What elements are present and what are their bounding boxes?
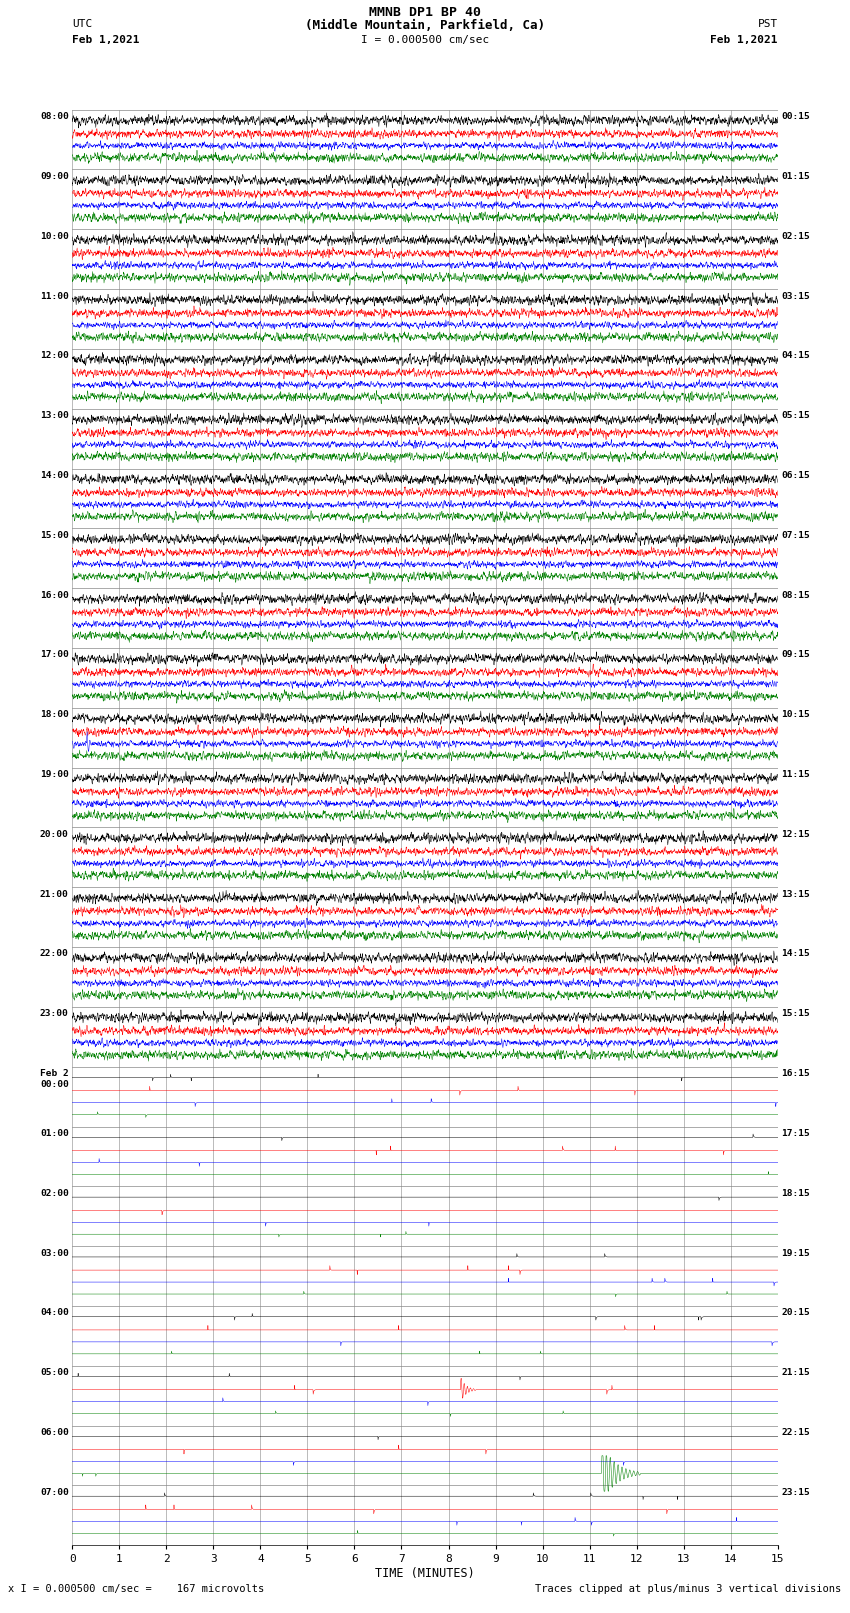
Text: 14:15: 14:15 [781,950,810,958]
Text: 16:15: 16:15 [781,1069,810,1077]
Text: 09:00: 09:00 [40,173,69,181]
Text: 19:15: 19:15 [781,1248,810,1258]
Text: 06:00: 06:00 [40,1428,69,1437]
Text: 17:00: 17:00 [40,650,69,660]
Text: 22:00: 22:00 [40,950,69,958]
Text: 02:00: 02:00 [40,1189,69,1198]
Text: 16:00: 16:00 [40,590,69,600]
Text: 18:00: 18:00 [40,710,69,719]
Text: 02:15: 02:15 [781,232,810,240]
X-axis label: TIME (MINUTES): TIME (MINUTES) [375,1568,475,1581]
Text: 08:00: 08:00 [40,111,69,121]
Text: (Middle Mountain, Parkfield, Ca): (Middle Mountain, Parkfield, Ca) [305,18,545,32]
Text: x I = 0.000500 cm/sec =    167 microvolts: x I = 0.000500 cm/sec = 167 microvolts [8,1584,264,1594]
Text: 09:15: 09:15 [781,650,810,660]
Text: 03:00: 03:00 [40,1248,69,1258]
Text: 06:15: 06:15 [781,471,810,481]
Text: 19:00: 19:00 [40,769,69,779]
Text: 12:15: 12:15 [781,829,810,839]
Text: 01:15: 01:15 [781,173,810,181]
Text: 20:15: 20:15 [781,1308,810,1318]
Text: Feb 1,2021: Feb 1,2021 [72,35,139,45]
Text: 05:15: 05:15 [781,411,810,419]
Text: 01:00: 01:00 [40,1129,69,1137]
Text: 23:00: 23:00 [40,1010,69,1018]
Text: 18:15: 18:15 [781,1189,810,1198]
Text: 05:00: 05:00 [40,1368,69,1378]
Text: 20:00: 20:00 [40,829,69,839]
Text: UTC: UTC [72,18,93,29]
Text: 04:15: 04:15 [781,352,810,360]
Text: 15:00: 15:00 [40,531,69,540]
Text: 15:15: 15:15 [781,1010,810,1018]
Text: 10:15: 10:15 [781,710,810,719]
Text: 14:00: 14:00 [40,471,69,481]
Text: 11:15: 11:15 [781,769,810,779]
Text: PST: PST [757,18,778,29]
Text: 08:15: 08:15 [781,590,810,600]
Text: 10:00: 10:00 [40,232,69,240]
Text: 17:15: 17:15 [781,1129,810,1137]
Text: 12:00: 12:00 [40,352,69,360]
Text: 07:15: 07:15 [781,531,810,540]
Text: 07:00: 07:00 [40,1487,69,1497]
Text: 04:00: 04:00 [40,1308,69,1318]
Text: I = 0.000500 cm/sec: I = 0.000500 cm/sec [361,35,489,45]
Text: MMNB DP1 BP 40: MMNB DP1 BP 40 [369,5,481,19]
Text: 22:15: 22:15 [781,1428,810,1437]
Text: 21:15: 21:15 [781,1368,810,1378]
Text: Feb 1,2021: Feb 1,2021 [711,35,778,45]
Text: 11:00: 11:00 [40,292,69,300]
Text: 03:15: 03:15 [781,292,810,300]
Text: 23:15: 23:15 [781,1487,810,1497]
Text: 00:15: 00:15 [781,111,810,121]
Text: 21:00: 21:00 [40,890,69,898]
Text: 13:15: 13:15 [781,890,810,898]
Text: Feb 2
00:00: Feb 2 00:00 [40,1069,69,1089]
Text: 13:00: 13:00 [40,411,69,419]
Text: Traces clipped at plus/minus 3 vertical divisions: Traces clipped at plus/minus 3 vertical … [536,1584,842,1594]
